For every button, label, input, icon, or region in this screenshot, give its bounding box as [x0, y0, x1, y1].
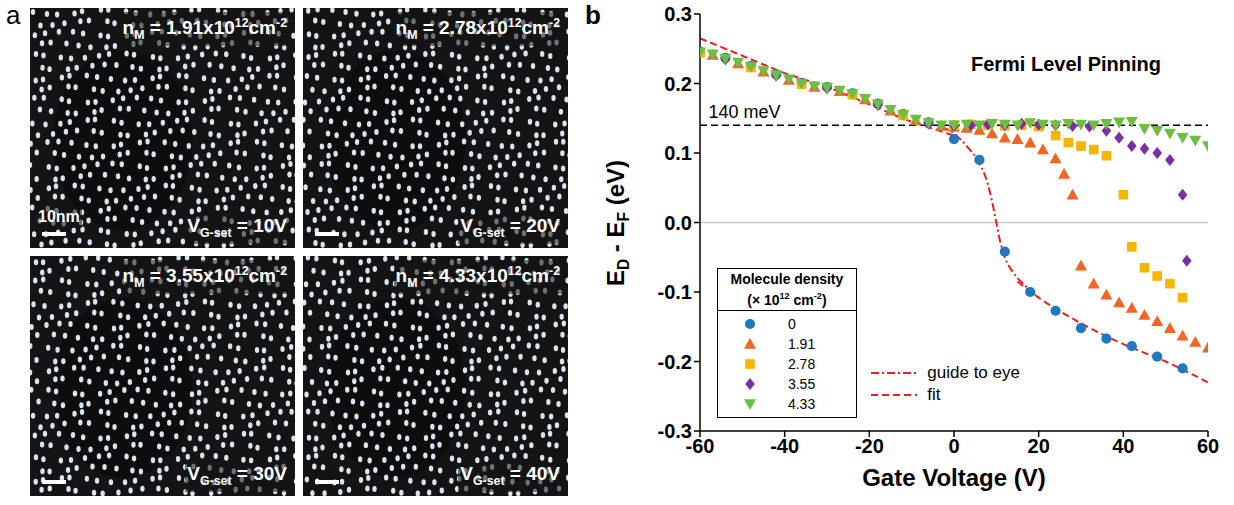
html-text:nM= 2.78x10: nM= 2.78x10	[395, 17, 508, 43]
svg-text:-0.3: -0.3	[658, 420, 692, 442]
html-text:Molecule density: Molecule density	[730, 270, 844, 287]
html-text:VG-set= 20V: VG-set= 20V	[460, 215, 560, 240]
html-text:nM= 3.55x10: nM= 3.55x10	[122, 265, 235, 291]
html-text:0: 0	[787, 316, 796, 333]
svg-text:60: 60	[1197, 435, 1219, 457]
html-text:VG-set= 10V: VG-set= 10V	[187, 215, 287, 240]
svg-text:0: 0	[948, 435, 959, 457]
html-text:F: F	[615, 211, 633, 221]
html-text:a: a	[6, 0, 21, 30]
html-text:12cm-2: 12cm-2	[234, 16, 287, 39]
svg-text:-40: -40	[770, 435, 799, 457]
html-text:(× 10: (× 10	[747, 291, 780, 308]
svg-text:0.3: 0.3	[664, 4, 692, 25]
html-text:1.91: 1.91	[787, 336, 816, 353]
svg-text:-0.2: -0.2	[658, 351, 692, 373]
svg-text:0.0: 0.0	[664, 212, 692, 234]
html-text:(eV): (eV)	[601, 159, 629, 212]
html-text:12cm-2: 12cm-2	[507, 264, 560, 287]
svg-text:40: 40	[1112, 435, 1134, 457]
svg-text:-0.1: -0.1	[658, 281, 692, 303]
html-text:VG-set= 40V: VG-set= 40V	[460, 463, 560, 488]
html-text:VG-set= 30V: VG-set= 30V	[187, 463, 287, 488]
html-text:12cm-2: 12cm-2	[507, 16, 560, 39]
html-text:D: D	[615, 258, 633, 270]
html-text:- E: - E	[601, 221, 629, 259]
html-text:fit: fit	[927, 384, 941, 404]
html-text:E: E	[601, 269, 629, 286]
html-text:nM= 4.33x10: nM= 4.33x10	[395, 265, 508, 291]
html-text:Fermi Level Pinning: Fermi Level Pinning	[970, 53, 1161, 76]
html-text:3.55: 3.55	[787, 376, 816, 393]
svg-text:20: 20	[1028, 435, 1050, 457]
svg-text:0.1: 0.1	[664, 142, 692, 164]
svg-text:-20: -20	[855, 435, 884, 457]
html-text:140 meV: 140 meV	[708, 102, 781, 123]
html-text:10nm: 10nm	[38, 208, 80, 225]
svg-text:-60: -60	[685, 435, 715, 458]
svg-text:0.2: 0.2	[664, 73, 692, 95]
html-text:Gate Voltage (V): Gate Voltage (V)	[862, 464, 1046, 491]
html-text:4.33: 4.33	[787, 396, 816, 413]
html-text:12cm-2: 12cm-2	[234, 264, 287, 287]
html-text:b: b	[585, 0, 601, 30]
html-text:guide to eye: guide to eye	[927, 362, 1020, 382]
html-text:12cm-2): 12cm-2)	[779, 290, 827, 308]
html-text:nM= 1.91x10: nM= 1.91x10	[122, 17, 235, 43]
html-text:2.78: 2.78	[787, 356, 816, 373]
